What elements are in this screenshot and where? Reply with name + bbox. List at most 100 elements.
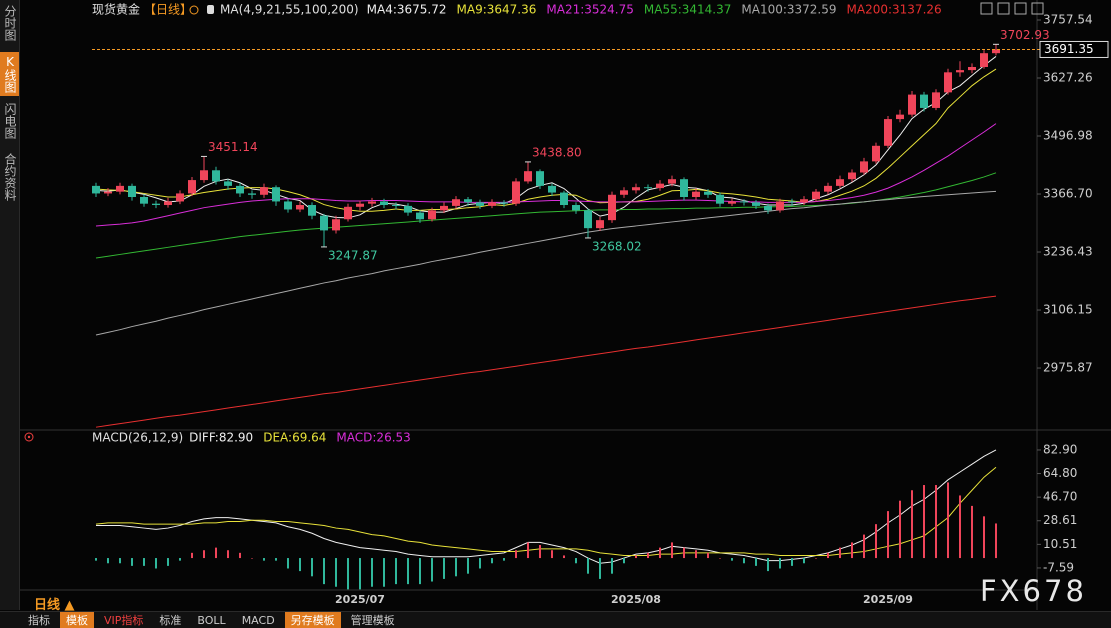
candle-body bbox=[380, 201, 388, 206]
period-label: 日线 bbox=[34, 598, 61, 613]
macd-bar bbox=[755, 558, 757, 566]
macd-line bbox=[95, 466, 997, 556]
macd-bar bbox=[875, 524, 877, 559]
y-tick-label: 64.80 bbox=[1043, 466, 1077, 480]
macd-bar bbox=[899, 500, 901, 559]
candle-body bbox=[500, 202, 508, 204]
toolbar-button[interactable]: 管理模板 bbox=[350, 614, 395, 627]
candle-body bbox=[560, 192, 568, 206]
ma-line bbox=[95, 295, 997, 428]
ma-line bbox=[95, 56, 997, 219]
macd-line bbox=[96, 449, 997, 564]
y-tick-label: -7.59 bbox=[1043, 560, 1074, 574]
x-tick-label: 2025/09 bbox=[863, 593, 913, 606]
sidebar-tab[interactable]: K线图 bbox=[0, 52, 19, 96]
macd-bar bbox=[575, 558, 577, 564]
toolbar-button[interactable]: 另存模板 bbox=[284, 612, 341, 628]
macd-bar bbox=[215, 547, 217, 559]
candle-body bbox=[404, 205, 412, 213]
macd-bar bbox=[191, 552, 193, 559]
candle-body bbox=[836, 179, 844, 186]
candle-body bbox=[272, 187, 280, 202]
high-label: 3451.14 bbox=[208, 140, 258, 154]
candle-body bbox=[608, 194, 616, 221]
sidebar-tab[interactable]: 合约资料 bbox=[3, 153, 17, 201]
candle-body bbox=[644, 187, 652, 189]
candle-body bbox=[968, 66, 976, 71]
macd-bar bbox=[671, 542, 673, 559]
macd-bar bbox=[959, 495, 961, 559]
toolbar-button[interactable]: 指标 bbox=[28, 614, 50, 627]
macd-bar bbox=[827, 552, 829, 559]
y-tick-label: 3366.70 bbox=[1043, 187, 1093, 201]
indicator-icon[interactable] bbox=[24, 432, 34, 442]
icon[interactable] bbox=[997, 2, 1010, 15]
candle-body bbox=[260, 187, 268, 195]
legend-entry: DIFF:82.90 bbox=[189, 431, 253, 445]
macd-bar bbox=[227, 550, 229, 559]
macd-bar bbox=[551, 550, 553, 559]
icon[interactable] bbox=[1014, 2, 1027, 15]
candle-body bbox=[896, 114, 904, 120]
toolbar-button[interactable]: 模板 bbox=[60, 612, 94, 628]
period-selector[interactable]: 日线 ▲ bbox=[34, 594, 75, 613]
y-tick-label: 2975.87 bbox=[1043, 361, 1093, 375]
legend-entry: MA4:3675.72 bbox=[367, 3, 447, 17]
candle-body bbox=[104, 191, 112, 194]
macd-bar bbox=[335, 558, 337, 587]
macd-bar bbox=[887, 511, 889, 559]
candle-body bbox=[476, 202, 484, 206]
macd-bar bbox=[239, 552, 241, 559]
candle-body bbox=[872, 145, 880, 162]
candle-body bbox=[392, 205, 400, 207]
macd-bar bbox=[779, 558, 781, 569]
macd-bar bbox=[407, 558, 409, 585]
candle-body bbox=[680, 179, 688, 198]
candle-body bbox=[620, 190, 628, 195]
macd-bar bbox=[707, 552, 709, 559]
macd-bar bbox=[923, 485, 925, 559]
candle-body bbox=[776, 201, 784, 211]
toolbar-button[interactable]: 标准 bbox=[159, 614, 182, 627]
macd-bar bbox=[527, 542, 529, 559]
indicator-icon-dot bbox=[27, 435, 31, 439]
ma-line bbox=[95, 123, 997, 227]
sidebar-tab[interactable]: 分时图 bbox=[3, 5, 17, 41]
legend-entry: MA9:3647.36 bbox=[457, 3, 537, 17]
chart-title: 现货黄金 bbox=[92, 2, 140, 17]
candle-body bbox=[128, 185, 136, 198]
macd-bar bbox=[311, 558, 313, 577]
ma-line bbox=[95, 190, 997, 336]
low-label: 3247.87 bbox=[328, 248, 378, 262]
macd-bar bbox=[431, 558, 433, 582]
candle-body bbox=[944, 72, 952, 93]
ma-line bbox=[95, 68, 997, 212]
toolbar-button[interactable]: MACD bbox=[241, 614, 275, 627]
indicator-label: MA(4,9,21,55,100,200) bbox=[220, 3, 359, 17]
y-tick-label: 46.70 bbox=[1043, 490, 1077, 504]
candle-body bbox=[740, 201, 748, 203]
macd-bar bbox=[695, 550, 697, 559]
candle-body bbox=[164, 201, 172, 206]
candle-body bbox=[704, 191, 712, 195]
candle-body bbox=[416, 212, 424, 220]
icon[interactable] bbox=[1031, 2, 1044, 15]
candle-body bbox=[440, 205, 448, 211]
y-tick-label: 3757.54 bbox=[1043, 12, 1093, 26]
macd-bar bbox=[863, 534, 865, 559]
toolbar-button[interactable]: VIP指标 bbox=[104, 614, 144, 627]
candle-body bbox=[188, 180, 196, 194]
period-tag: 【日线】 bbox=[144, 3, 192, 17]
sidebar-tab[interactable]: 闪电图 bbox=[3, 103, 17, 139]
candle-body bbox=[152, 203, 160, 206]
candle-body bbox=[860, 161, 868, 173]
toolbar-button[interactable]: BOLL bbox=[197, 614, 226, 627]
icon[interactable] bbox=[980, 2, 993, 15]
candle-body bbox=[716, 194, 724, 204]
macd-bar bbox=[287, 558, 289, 569]
candle-body bbox=[656, 183, 664, 189]
macd-bar bbox=[371, 558, 373, 587]
macd-bar bbox=[911, 490, 913, 559]
macd-bar bbox=[851, 542, 853, 559]
window-icons[interactable] bbox=[980, 2, 1044, 15]
